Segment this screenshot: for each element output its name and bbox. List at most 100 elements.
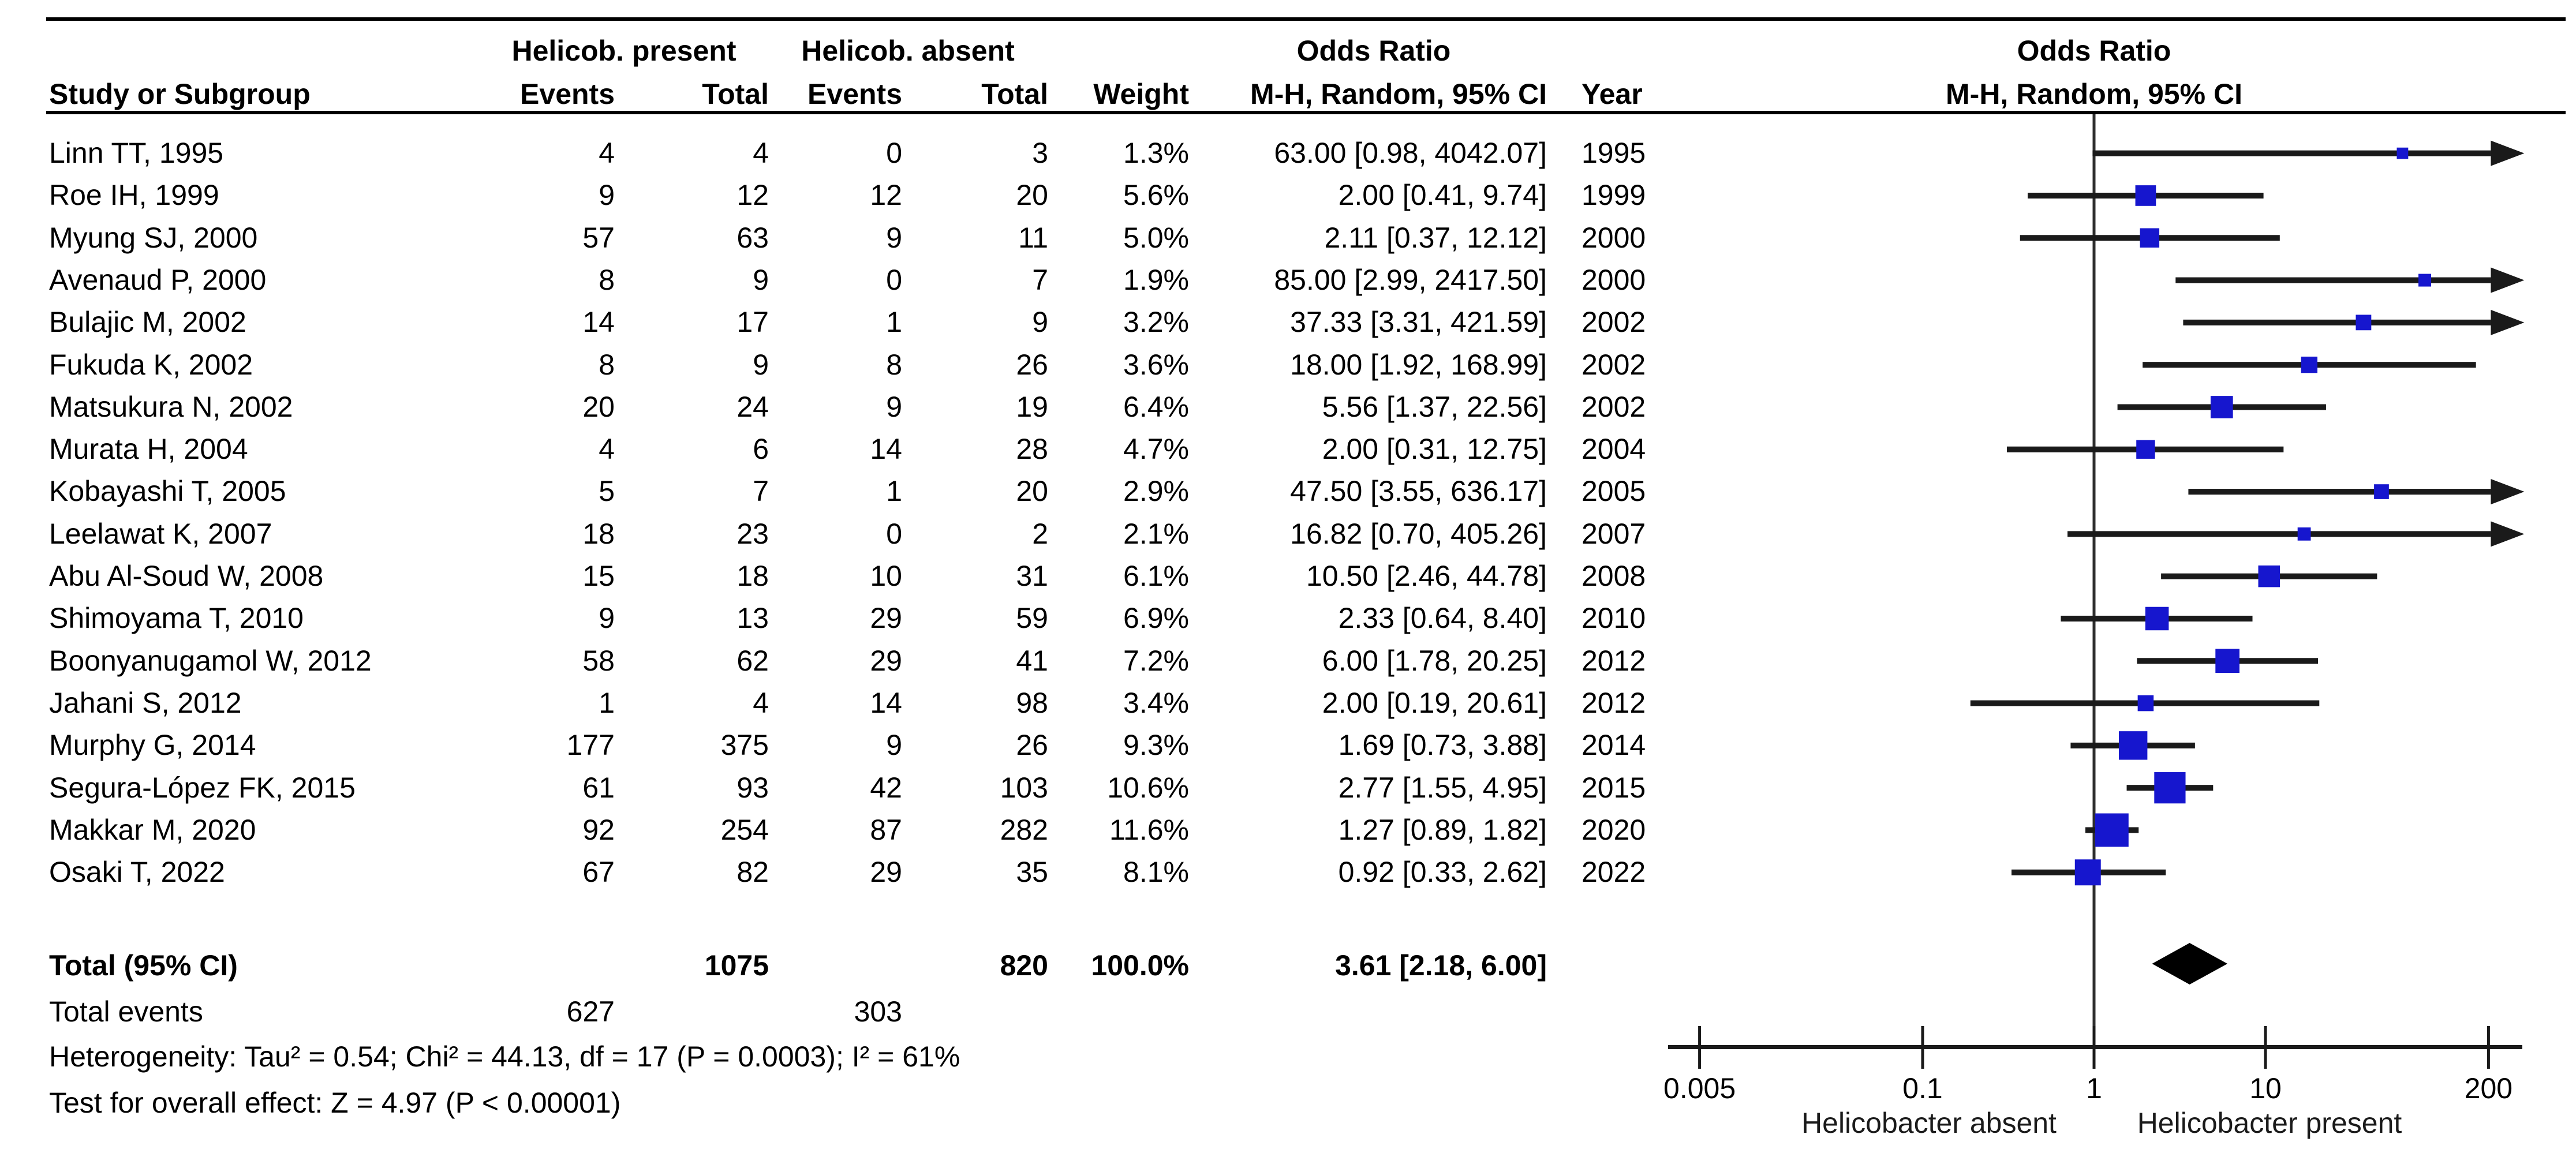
ci-arrow-right [2491,521,2525,547]
total-present-value: 63 [736,221,769,254]
year-value: 2000 [1582,221,1646,254]
total-present-value: 6 [753,433,769,466]
weight-value: 1.9% [1123,263,1189,296]
total-absent-value: 20 [1016,179,1048,212]
overall-effect-stats: Test for overall effect: Z = 4.97 (P < 0… [49,1087,621,1119]
events-present-value: 5 [599,475,615,508]
year-value: 2010 [1582,602,1646,635]
total-present-value: 4 [753,686,769,719]
total-absent-value: 11 [1018,221,1048,254]
total-present-value: 82 [736,856,769,889]
column-header-total-present: Total [702,78,769,110]
study-name: Myung SJ, 2000 [49,221,258,254]
events-present-value: 14 [582,306,615,339]
study-name: Kobayashi T, 2005 [49,475,286,508]
or-ci-value: 37.33 [3.31, 421.59] [1290,306,1547,339]
events-present-value: 177 [566,729,615,762]
total-events-present-value: 627 [566,995,615,1028]
year-value: 2008 [1582,560,1646,592]
total-diamond [2152,943,2228,984]
events-absent-value: 1 [886,475,902,508]
weight-value: 6.9% [1123,602,1189,635]
table-row: Makkar M, 2020 92 254 87 282 11.6% 1.27 [0.89,… [0,809,2576,851]
total-absent-value: 28 [1016,433,1048,466]
or-marker [2135,185,2156,206]
column-header-events-present: Events [520,78,615,110]
weight-value: 2.9% [1123,475,1189,508]
study-name: Bulajic M, 2002 [49,306,246,339]
events-present-value: 18 [582,517,615,550]
total-absent-value: 20 [1016,475,1048,508]
or-marker [2258,565,2280,587]
study-name: Leelawat K, 2007 [49,517,272,550]
or-marker [2118,731,2148,760]
table-row: Boonyanugamol W, 2012 58 62 29 41 7.2% 6.00 [1… [0,640,2576,682]
study-name: Shimoyama T, 2010 [49,602,304,635]
or-marker [2396,147,2409,159]
column-header-year: Year [1582,78,1643,110]
axis-tick-label: 200 [2464,1072,2513,1105]
events-absent-value: 42 [870,771,902,804]
odds-ratio-column-title: Odds Ratio [1296,35,1451,67]
table-row: Fukuda K, 2002 8 9 8 26 3.6% 18.00 [1.92, 168.… [0,344,2576,386]
weight-value: 9.3% [1123,729,1189,762]
events-absent-value: 29 [870,644,902,677]
events-absent-value: 14 [870,433,902,466]
total-events-label: Total events [49,995,203,1028]
total-absent-value: 19 [1016,390,1048,423]
total-present-value: 12 [736,179,769,212]
header-rule [46,111,2566,114]
study-name: Osaki T, 2022 [49,856,225,889]
table-row: Bulajic M, 2002 14 17 1 9 3.2% 37.33 [3.31, 42… [0,301,2576,343]
events-present-value: 8 [599,263,615,296]
events-absent-value: 9 [886,221,902,254]
axis-tick-label: 0.1 [1902,1072,1943,1105]
weight-value: 6.1% [1123,560,1189,592]
x-axis-tick [1698,1026,1702,1069]
table-row: Kobayashi T, 2005 5 7 1 20 2.9% 47.50 [3.55, 6… [0,470,2576,512]
events-present-value: 58 [582,644,615,677]
events-absent-value: 0 [886,517,902,550]
table-row: Murphy G, 2014 177 375 9 26 9.3% 1.69 [0.73, 3… [0,724,2576,766]
ci-arrow-right [2491,140,2525,166]
axis-tick-label: 10 [2249,1072,2282,1105]
total-absent-value: 41 [1016,644,1048,677]
column-header-total-absent: Total [981,78,1048,110]
table-row: Murata H, 2004 4 6 14 28 4.7% 2.00 [0.31, 12.7… [0,428,2576,470]
total-present-value: 23 [736,517,769,550]
weight-value: 8.1% [1123,856,1189,889]
table-row: Linn TT, 1995 4 4 0 3 1.3% 63.00 [0.98, 4042.0… [0,132,2576,174]
table-row: Roe IH, 1999 9 12 12 20 5.6% 2.00 [0.41, 9.74]… [0,174,2576,216]
no-effect-line [2092,114,2096,1047]
events-present-value: 9 [599,602,615,635]
total-or-ci-value: 3.61 [2.18, 6.00] [1335,949,1547,982]
total-absent-value: 2 [1032,517,1048,550]
axis-tick-label: 1 [2086,1072,2102,1105]
year-value: 2005 [1582,475,1646,508]
events-present-value: 61 [582,771,615,804]
year-value: 2002 [1582,390,1646,423]
weight-value: 3.4% [1123,686,1189,719]
total-present-value: 375 [720,729,769,762]
or-ci-value: 2.00 [0.41, 9.74] [1338,179,1547,212]
events-present-value: 67 [582,856,615,889]
weight-value: 5.0% [1123,221,1189,254]
events-absent-value: 9 [886,390,902,423]
year-value: 2000 [1582,263,1646,296]
table-row: Abu Al-Soud W, 2008 15 18 10 31 6.1% 10.50 [2.… [0,555,2576,597]
table-row: Osaki T, 2022 67 82 29 35 8.1% 0.92 [0.33, 2.6… [0,851,2576,893]
study-name: Fukuda K, 2002 [49,348,253,381]
events-present-value: 9 [599,179,615,212]
study-name: Segura-López FK, 2015 [49,771,356,804]
column-header-study: Study or Subgroup [49,78,311,110]
plot-subtitle: M-H, Random, 95% CI [1946,78,2242,110]
or-ci-value: 1.27 [0.89, 1.82] [1338,813,1547,846]
table-row: Matsukura N, 2002 20 24 9 19 6.4% 5.56 [1.37, … [0,386,2576,428]
or-ci-value: 6.00 [1.78, 20.25] [1322,644,1547,677]
total-present-value: 17 [736,306,769,339]
weight-value: 5.6% [1123,179,1189,212]
year-value: 2020 [1582,813,1646,846]
or-marker [2136,440,2155,459]
events-present-value: 15 [582,560,615,592]
events-absent-value: 29 [870,602,902,635]
